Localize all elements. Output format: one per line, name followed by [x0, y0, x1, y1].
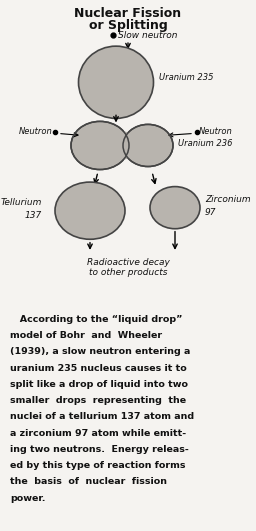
Text: the  basis  of  nuclear  fission: the basis of nuclear fission: [10, 477, 167, 486]
Text: Neutron: Neutron: [199, 127, 233, 136]
Text: power.: power.: [10, 494, 46, 503]
Text: Slow neutron: Slow neutron: [118, 31, 177, 40]
Ellipse shape: [114, 131, 134, 159]
Text: Neutron: Neutron: [19, 127, 53, 136]
Text: a zirconium 97 atom while emitt-: a zirconium 97 atom while emitt-: [10, 429, 186, 438]
Ellipse shape: [123, 124, 173, 167]
Text: split like a drop of liquid into two: split like a drop of liquid into two: [10, 380, 188, 389]
Text: Nuclear Fission: Nuclear Fission: [74, 7, 182, 20]
Ellipse shape: [115, 133, 133, 158]
Text: to other products: to other products: [89, 268, 167, 277]
Text: model of Bohr  and  Wheeler: model of Bohr and Wheeler: [10, 331, 162, 340]
Text: nuclei of a tellurium 137 atom and: nuclei of a tellurium 137 atom and: [10, 413, 194, 422]
Ellipse shape: [150, 186, 200, 229]
Text: Uranium 235: Uranium 235: [159, 73, 214, 82]
Text: Uranium 236: Uranium 236: [178, 139, 232, 148]
Ellipse shape: [71, 122, 129, 169]
Text: smaller  drops  representing  the: smaller drops representing the: [10, 396, 186, 405]
Text: ing two neutrons.  Energy releas-: ing two neutrons. Energy releas-: [10, 445, 189, 454]
Text: uranium 235 nucleus causes it to: uranium 235 nucleus causes it to: [10, 364, 187, 373]
Text: Zirconium: Zirconium: [205, 195, 251, 204]
Text: (1939), a slow neutron entering a: (1939), a slow neutron entering a: [10, 347, 191, 356]
Text: Radioactive decay: Radioactive decay: [87, 258, 169, 267]
Text: ed by this type of reaction forms: ed by this type of reaction forms: [10, 461, 186, 470]
Ellipse shape: [55, 182, 125, 239]
Ellipse shape: [79, 46, 154, 118]
Text: 97: 97: [205, 208, 217, 217]
Text: Tellurium: Tellurium: [1, 198, 42, 207]
Text: 137: 137: [25, 211, 42, 220]
Text: According to the “liquid drop”: According to the “liquid drop”: [10, 315, 183, 324]
Text: or Splitting: or Splitting: [89, 19, 167, 32]
